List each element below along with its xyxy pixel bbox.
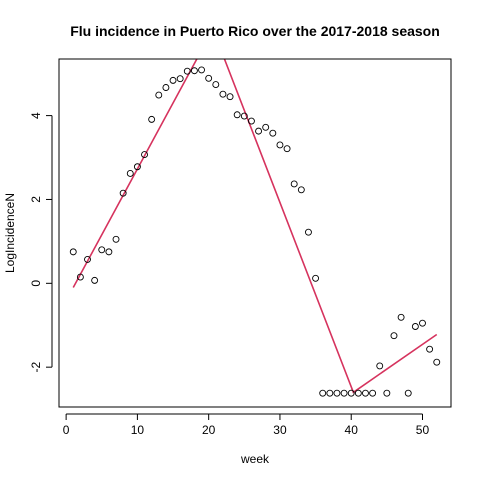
data-point-47 [397, 313, 405, 321]
data-point-23 [226, 93, 234, 101]
data-point-44 [376, 362, 384, 370]
data-point-39 [340, 389, 348, 397]
data-point-40 [347, 389, 355, 397]
data-point-11 [141, 151, 148, 159]
data-point-42 [362, 389, 369, 397]
x-tick-label-0: 0 [63, 423, 70, 437]
data-point-51 [426, 345, 434, 353]
data-point-14 [162, 84, 170, 91]
data-point-24 [233, 111, 241, 119]
data-point-49 [411, 323, 419, 330]
data-point-18 [190, 67, 198, 75]
data-point-21 [212, 81, 220, 89]
data-point-45 [383, 389, 391, 397]
data-point-48 [404, 389, 412, 397]
fit-line-1 [72, 59, 438, 394]
data-point-7 [112, 235, 120, 243]
x-tick-label-20: 20 [202, 423, 216, 437]
y-tick-label-0: 0 [29, 280, 43, 287]
data-point-46 [390, 332, 398, 340]
chart-title: Flu incidence in Puerto Rico over the 20… [70, 23, 440, 39]
x-tick-label-30: 30 [273, 423, 287, 437]
x-axis-label: week [240, 452, 270, 466]
data-point-13 [155, 91, 163, 99]
data-point-27 [255, 127, 263, 135]
data-point-3 [84, 255, 91, 263]
data-point-43 [369, 389, 377, 397]
data-point-34 [305, 228, 312, 236]
plot-frame [58, 58, 452, 408]
data-point-33 [297, 186, 305, 194]
data-point-19 [198, 66, 206, 74]
y-axis: -2 0 2 4 [29, 112, 53, 373]
y-axis-label: LogIncidenceN [3, 193, 17, 273]
data-point-8 [119, 189, 127, 197]
data-point-30 [276, 141, 284, 149]
data-point-12 [148, 115, 156, 123]
data-point-20 [205, 74, 213, 82]
data-point-15 [169, 76, 177, 84]
data-point-22 [219, 90, 227, 98]
data-point-1 [69, 248, 77, 256]
x-tick-label-50: 50 [416, 423, 430, 437]
x-tick-label-40: 40 [345, 423, 359, 437]
data-point-6 [105, 248, 113, 256]
data-point-28 [262, 123, 270, 131]
data-point-10 [133, 163, 141, 171]
data-point-41 [354, 389, 362, 397]
data-point-32 [290, 180, 298, 188]
data-point-9 [126, 170, 134, 177]
data-point-25 [240, 112, 248, 120]
data-point-35 [312, 274, 320, 282]
y-tick-label-2: 2 [29, 196, 43, 203]
x-axis: 0 10 20 30 40 50 [63, 413, 430, 437]
data-point-36 [319, 389, 327, 397]
data-point-38 [333, 389, 341, 397]
data-point-26 [247, 117, 255, 125]
data-point-50 [419, 319, 426, 327]
plot-marks [69, 59, 441, 397]
data-point-31 [283, 145, 291, 153]
data-point-37 [326, 389, 334, 397]
x-tick-label-10: 10 [131, 423, 145, 437]
y-tick-label-4: 4 [29, 112, 43, 119]
data-point-16 [176, 75, 184, 83]
data-point-17 [183, 67, 191, 75]
data-point-4 [91, 276, 99, 284]
data-point-29 [269, 129, 277, 137]
data-point-5 [98, 246, 106, 254]
y-tick-label--2: -2 [29, 362, 43, 373]
data-point-52 [433, 358, 441, 366]
data-point-2 [76, 273, 84, 281]
